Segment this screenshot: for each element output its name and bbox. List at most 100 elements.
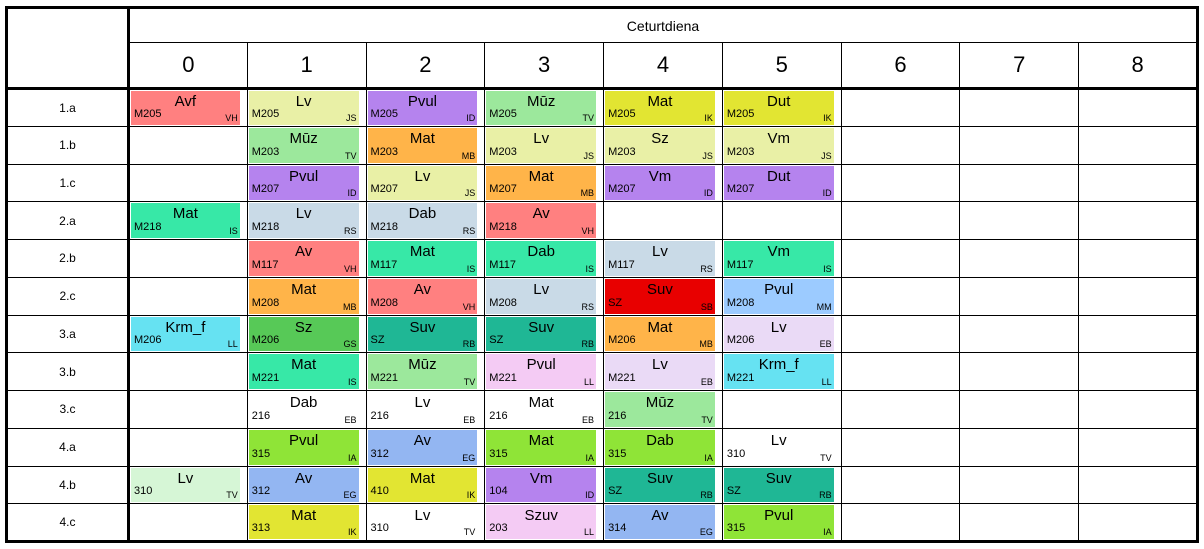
timetable-row-1.c: 1.c M207 Pvul ID M207 Lv JS M207 Mat MB M207 Vm ID M2… <box>6 163 1198 203</box>
lesson-block: M117 Lv RS <box>605 241 715 276</box>
room-code: M117 <box>251 258 279 271</box>
lesson-cell[interactable]: SZ Suv SB <box>603 276 723 316</box>
lesson-cell[interactable]: M221 Mūz TV <box>365 352 486 391</box>
lesson-cell[interactable]: 410 Mat IK <box>365 465 486 505</box>
lesson-cell[interactable]: 216 Dab EB <box>246 390 367 429</box>
lesson-cell[interactable]: M205 Dut IK <box>721 88 842 127</box>
teacher-initials: LL <box>821 377 832 387</box>
period-header-4: 4 <box>603 42 723 90</box>
lesson-block: M221 Pvul LL <box>486 354 597 389</box>
lesson-cell[interactable]: 312 Av EG <box>365 427 486 467</box>
lesson-cell[interactable]: 312 Av EG <box>246 465 367 505</box>
lesson-cell[interactable]: M207 Dut ID <box>721 163 842 203</box>
lesson-cell[interactable]: 216 Mat EB <box>484 390 605 429</box>
lesson-cell[interactable]: M221 Mat IS <box>246 352 367 391</box>
lesson-cell[interactable]: M117 Dab IS <box>484 239 605 278</box>
lesson-cell[interactable]: M207 Pvul ID <box>246 163 367 203</box>
lesson-block: 104 Vm ID <box>486 467 597 503</box>
subject-code: Vm <box>767 129 790 147</box>
lesson-cell[interactable]: M221 Lv EB <box>603 352 723 391</box>
lesson-cell[interactable]: M208 Pvul MM <box>721 276 842 316</box>
lesson-block: M206 Krm_f LL <box>131 316 240 352</box>
lesson-cell[interactable]: M117 Vm IS <box>721 239 842 278</box>
empty-cell <box>959 503 1080 542</box>
teacher-initials: IS <box>466 263 476 274</box>
lesson-cell[interactable]: 203 Szuv LL <box>484 503 605 542</box>
teacher-initials: TV <box>345 150 357 161</box>
lesson-cell[interactable]: M218 Lv RS <box>246 201 367 240</box>
lesson-block: M207 Dut ID <box>723 165 834 201</box>
lesson-cell[interactable]: 314 Av EG <box>603 503 723 542</box>
lesson-cell[interactable]: M205 Mat IK <box>603 88 723 127</box>
empty-cell <box>1078 503 1198 542</box>
lesson-cell[interactable]: SZ Suv RB <box>721 465 842 505</box>
lesson-cell[interactable]: 310 Lv TV <box>365 503 486 542</box>
lesson-cell[interactable]: M207 Vm ID <box>603 163 723 203</box>
lesson-cell[interactable]: 313 Mat IK <box>246 503 367 542</box>
lesson-cell[interactable]: M117 Lv RS <box>603 239 723 278</box>
lesson-cell[interactable]: SZ Suv RB <box>484 314 605 354</box>
subject-code: Mat <box>528 431 554 449</box>
lesson-cell[interactable]: M205 Avf VH <box>128 88 248 127</box>
lesson-cell[interactable]: M221 Krm_f LL <box>721 352 842 391</box>
room-code: 410 <box>370 485 389 498</box>
class-label: 3.c <box>6 390 130 429</box>
lesson-cell[interactable]: M221 Pvul LL <box>484 352 605 391</box>
subject-code: Dut <box>767 93 791 110</box>
teacher-initials: EB <box>582 414 595 425</box>
lesson-cell[interactable]: M206 Sz GS <box>246 314 367 354</box>
lesson-cell[interactable]: SZ Suv RB <box>603 465 723 505</box>
lesson-cell[interactable]: SZ Suv RB <box>365 314 486 354</box>
teacher-initials: IS <box>823 263 832 274</box>
lesson-cell[interactable]: M206 Mat MB <box>603 314 723 354</box>
lesson-block: 203 Szuv LL <box>486 505 597 539</box>
lesson-cell[interactable]: 310 Lv TV <box>128 465 248 505</box>
lesson-cell[interactable]: M208 Av VH <box>365 276 486 316</box>
timetable-row-2.b: 2.b M117 Av VH M117 Mat IS M117 Dab IS M117 Lv RS M11… <box>6 239 1198 278</box>
teacher-initials: ID <box>585 490 595 501</box>
room-code: M203 <box>251 145 280 158</box>
lesson-cell[interactable]: M206 Lv EB <box>721 314 842 354</box>
lesson-cell[interactable]: 104 Vm ID <box>484 465 605 505</box>
teacher-initials: EB <box>344 414 357 425</box>
teacher-initials: IA <box>704 452 713 463</box>
empty-cell <box>840 314 961 354</box>
lesson-block: M205 Mūz TV <box>486 91 597 125</box>
lesson-cell[interactable]: 315 Pvul IA <box>721 503 842 542</box>
teacher-initials: IK <box>348 527 357 537</box>
teacher-initials: LL <box>227 339 238 350</box>
lesson-cell[interactable]: M207 Lv JS <box>365 163 486 203</box>
lesson-cell[interactable]: M203 Mat MB <box>365 125 486 165</box>
room-code: M208 <box>726 296 755 309</box>
lesson-cell[interactable]: 310 Lv TV <box>721 427 842 467</box>
lesson-cell[interactable]: M203 Vm JS <box>721 125 842 165</box>
lesson-cell[interactable]: M205 Lv JS <box>246 88 367 127</box>
lesson-block: SZ Suv RB <box>367 316 478 352</box>
lesson-cell[interactable]: 315 Mat IA <box>484 427 605 467</box>
lesson-cell[interactable]: M203 Lv JS <box>484 125 605 165</box>
lesson-cell[interactable]: 315 Pvul IA <box>246 427 367 467</box>
lesson-cell[interactable]: M117 Av VH <box>246 239 367 278</box>
room-code: SZ <box>726 485 741 498</box>
lesson-cell[interactable]: M206 Krm_f LL <box>128 314 248 354</box>
lesson-cell[interactable]: M205 Mūz TV <box>484 88 605 127</box>
timetable-row-2.c: 2.c M208 Mat MB M208 Av VH M208 Lv RS SZ Suv SB M208 P… <box>6 276 1198 316</box>
lesson-cell[interactable]: M203 Sz JS <box>603 125 723 165</box>
lesson-cell[interactable]: M218 Av VH <box>484 201 605 240</box>
lesson-cell[interactable]: M208 Mat MB <box>246 276 367 316</box>
lesson-cell[interactable]: M207 Mat MB <box>484 163 605 203</box>
room-code: M221 <box>608 372 636 384</box>
room-code: M117 <box>726 258 754 271</box>
teacher-initials: MB <box>580 188 595 199</box>
lesson-cell[interactable]: M218 Dab RS <box>365 201 486 240</box>
lesson-cell[interactable]: M205 Pvul ID <box>365 88 486 127</box>
lesson-cell[interactable]: 315 Dab IA <box>603 427 723 467</box>
lesson-cell[interactable]: 216 Lv EB <box>365 390 486 429</box>
empty-cell <box>959 201 1080 240</box>
lesson-cell[interactable]: M208 Lv RS <box>484 276 605 316</box>
lesson-cell[interactable]: M203 Mūz TV <box>246 125 367 165</box>
lesson-cell[interactable]: M117 Mat IS <box>365 239 486 278</box>
lesson-cell[interactable]: 216 Mūz TV <box>603 390 723 429</box>
lesson-cell[interactable]: M218 Mat IS <box>128 201 248 240</box>
subject-code: Suv <box>409 318 436 336</box>
